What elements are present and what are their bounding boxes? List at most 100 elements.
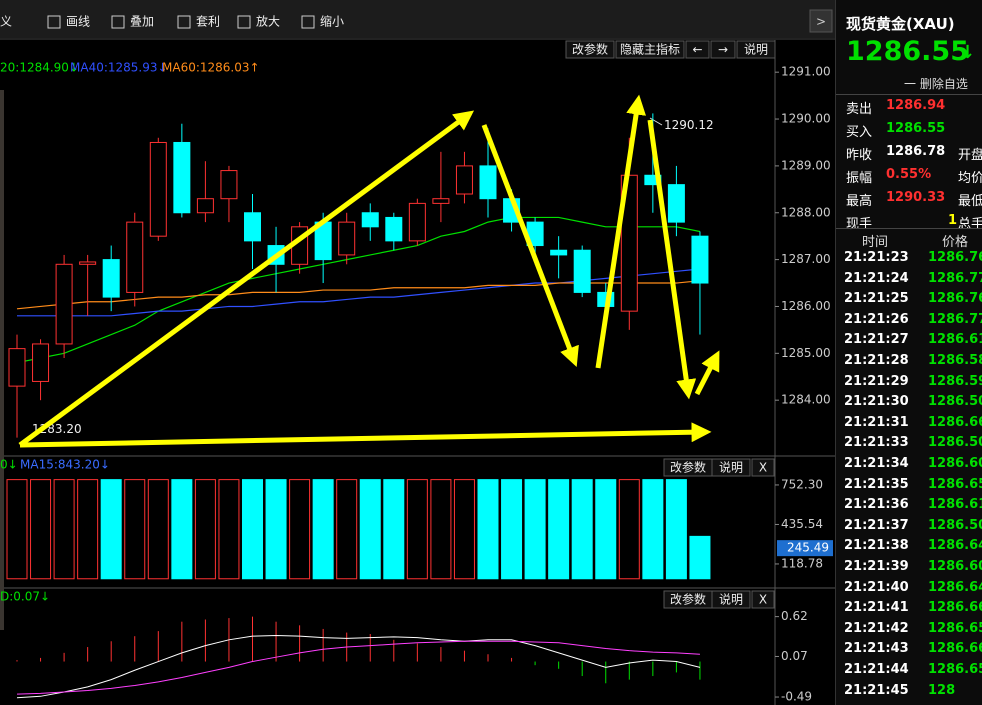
tick-time: 21:21:37 xyxy=(844,517,909,533)
tick-price: 1286.50 xyxy=(928,394,982,410)
quote-value: 1286.94 xyxy=(886,98,946,113)
button[interactable] xyxy=(565,40,615,59)
quote-value: 1 xyxy=(948,213,958,228)
toolbar-item[interactable]: 叠加 xyxy=(130,15,154,29)
arrow xyxy=(595,94,647,369)
volume-bar xyxy=(406,479,428,580)
button-label: ← xyxy=(692,43,702,57)
tick-price: 1286.61 xyxy=(928,332,982,348)
tick-price: 1286.66 xyxy=(928,641,982,657)
button[interactable] xyxy=(710,40,736,59)
y-tick-label: 1291.00 xyxy=(781,65,831,79)
tick-time: 21:21:25 xyxy=(844,291,909,307)
more-button[interactable] xyxy=(809,9,833,33)
candle-body xyxy=(573,249,591,293)
ma-line xyxy=(16,216,701,364)
price-arrow: ↓ xyxy=(960,42,976,63)
tick-price: 1286.58 xyxy=(928,353,982,368)
toolbar-icon xyxy=(301,15,315,29)
button[interactable] xyxy=(751,590,775,609)
candle-body xyxy=(667,184,685,223)
y-tick-label: 1290.00 xyxy=(781,112,831,126)
toolbar-item[interactable]: 画线 xyxy=(66,15,90,29)
candle-body xyxy=(338,221,356,256)
candle-body xyxy=(55,263,73,345)
candle-body xyxy=(149,141,167,237)
y-tick-label: -0.49 xyxy=(781,690,812,704)
button-label: X xyxy=(759,461,767,475)
legend-entry: MA40:1285.93↓ xyxy=(70,61,168,75)
toolbar-item[interactable]: 缩小 xyxy=(320,14,344,29)
tick-time: 21:21:27 xyxy=(844,332,909,348)
button-label: 改参数 xyxy=(670,460,706,475)
volume-bar xyxy=(171,479,193,580)
candle-body xyxy=(432,198,450,204)
y-tick-label: 435.54 xyxy=(781,517,823,531)
divider xyxy=(836,94,982,95)
volume-bar xyxy=(124,479,146,580)
y-tick-label: 118.78 xyxy=(781,556,823,570)
button[interactable] xyxy=(711,590,751,609)
volume-bar xyxy=(477,479,499,580)
divider xyxy=(836,228,982,229)
tick-time: 21:21:43 xyxy=(844,641,909,657)
legend-entry: 20:1284.90↓ xyxy=(0,61,79,75)
tick-price: 1286.66 xyxy=(928,414,982,430)
quote-panel: 现货黄金(XAU) 1286.55 ↓ 一 删除自选 卖出 1286.94 买入 12… xyxy=(835,0,982,705)
button[interactable] xyxy=(751,458,775,477)
volume-bar xyxy=(618,479,640,580)
tick-price: 1286.77 xyxy=(928,270,982,286)
leader-line xyxy=(649,117,663,126)
volume-bar xyxy=(312,479,334,580)
y-tick-label: 1289.00 xyxy=(781,158,831,172)
button-label: 改参数 xyxy=(572,42,608,57)
tick-time: 21:21:38 xyxy=(844,538,909,554)
tick-time: 21:21:39 xyxy=(844,559,909,574)
remove-favorite[interactable]: 一 删除自选 xyxy=(904,77,968,91)
toolbar-item[interactable]: 套利 xyxy=(196,15,220,29)
button[interactable] xyxy=(685,40,710,59)
candle-body xyxy=(361,212,379,228)
annotation: 1290.12 xyxy=(664,118,714,132)
volume-bar xyxy=(100,479,122,580)
tick-time: 21:21:34 xyxy=(844,456,909,471)
y-tick-label: 0.07 xyxy=(781,649,808,663)
tick-time: 21:21:41 xyxy=(844,600,909,616)
volume-bar xyxy=(595,479,617,580)
button[interactable] xyxy=(736,40,776,59)
y-tick-label: 0.62 xyxy=(781,609,808,623)
toolbar-icon xyxy=(177,15,191,29)
legend-entry: D:0.07↓ xyxy=(0,590,50,604)
tick-price: 1286.64 xyxy=(928,579,982,595)
price: 1286.55 xyxy=(846,36,969,67)
y-tick-label: 1285.00 xyxy=(781,346,831,360)
price-header: 价格 xyxy=(942,235,969,250)
tick-time: 21:21:45 xyxy=(844,682,909,698)
toolbar-icon xyxy=(111,15,125,29)
macd-line xyxy=(16,640,700,695)
tick-price: 1286.77 xyxy=(928,311,982,327)
tick-price: 1286.76 xyxy=(928,250,982,265)
volume-bar xyxy=(501,479,523,580)
candle-body xyxy=(385,216,403,242)
toolbar-item[interactable]: 义 xyxy=(0,15,12,29)
arrow xyxy=(19,422,712,448)
button[interactable] xyxy=(615,40,685,59)
volume-bar xyxy=(524,479,546,580)
tick-price: 1286.50 xyxy=(928,435,982,451)
volume-bar xyxy=(336,479,358,580)
candle-body xyxy=(79,261,97,265)
tick-price: 1286.60 xyxy=(928,456,982,471)
volume-bar xyxy=(194,479,216,580)
toolbar-item[interactable]: 放大 xyxy=(256,14,280,29)
current-volume-box xyxy=(777,540,833,557)
tick-time: 21:21:36 xyxy=(844,497,909,513)
quote-label: 买入 xyxy=(846,125,873,140)
quote-value: 1286.55 xyxy=(886,121,946,136)
tick-price: 1286.60 xyxy=(928,559,982,574)
button[interactable] xyxy=(711,458,751,477)
quote-label: 最高 xyxy=(846,194,873,209)
quote-label: 最低 xyxy=(958,194,982,209)
tick-price: 1286.66 xyxy=(928,600,982,616)
candle-body xyxy=(32,343,50,382)
